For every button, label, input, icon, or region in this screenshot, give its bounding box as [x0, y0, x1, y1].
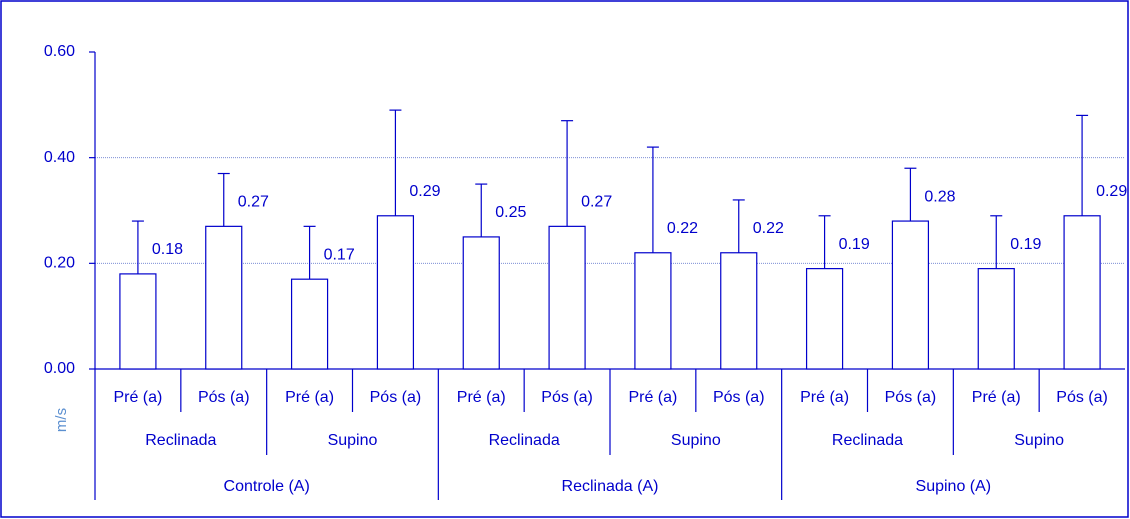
subgroup-label: Reclinada [832, 432, 903, 449]
bar [205, 225, 243, 370]
subgroup-label: Reclinada [489, 432, 560, 449]
x-tick-label: Pós (a) [1056, 389, 1108, 406]
subgroup-label: Reclinada [145, 432, 216, 449]
value-label: 0.27 [581, 194, 612, 211]
bar [977, 268, 1015, 370]
x-tick-label: Pré (a) [113, 389, 162, 406]
value-label: 0.25 [495, 204, 526, 221]
value-label: 0.27 [238, 194, 269, 211]
x-tick-label: Pós (a) [370, 389, 422, 406]
x-tick-label: Pós (a) [713, 389, 765, 406]
value-label: 0.19 [839, 236, 870, 253]
group-label: Controle (A) [224, 478, 310, 495]
subgroup-label: Supino [1014, 432, 1064, 449]
x-tick-label: Pré (a) [800, 389, 849, 406]
value-label: 0.28 [924, 188, 955, 205]
y-axis-label: m/s [53, 408, 70, 432]
value-label: 0.18 [152, 241, 183, 258]
bar [805, 268, 844, 370]
group-label: Supino (A) [916, 478, 992, 495]
x-tick-label: Pré (a) [285, 389, 334, 406]
subgroup-label: Supino [328, 432, 378, 449]
value-label: 0.29 [409, 183, 440, 200]
x-tick-label: Pré (a) [972, 389, 1021, 406]
value-label: 0.17 [324, 246, 355, 263]
bar [290, 278, 329, 370]
bar [1063, 215, 1101, 370]
bar [376, 215, 415, 370]
x-tick-label: Pós (a) [885, 389, 937, 406]
value-label: 0.22 [667, 220, 698, 237]
y-tick-label: 0.20 [44, 255, 75, 272]
value-label: 0.29 [1096, 183, 1127, 200]
bar [119, 273, 157, 370]
bar [720, 252, 758, 370]
x-tick-label: Pós (a) [541, 389, 593, 406]
subgroup-label: Supino [671, 432, 721, 449]
bar [891, 220, 930, 370]
y-tick-label: 0.00 [44, 360, 75, 377]
y-tick-label: 0.40 [44, 149, 75, 166]
bar [548, 225, 586, 370]
group-label: Reclinada (A) [562, 478, 659, 495]
x-tick-label: Pré (a) [457, 389, 506, 406]
value-label: 0.22 [753, 220, 784, 237]
bar [634, 252, 672, 370]
value-label: 0.19 [1010, 236, 1041, 253]
x-tick-label: Pré (a) [628, 389, 677, 406]
y-tick-label: 0.60 [44, 43, 75, 60]
x-tick-label: Pós (a) [198, 389, 250, 406]
bar [462, 236, 500, 370]
